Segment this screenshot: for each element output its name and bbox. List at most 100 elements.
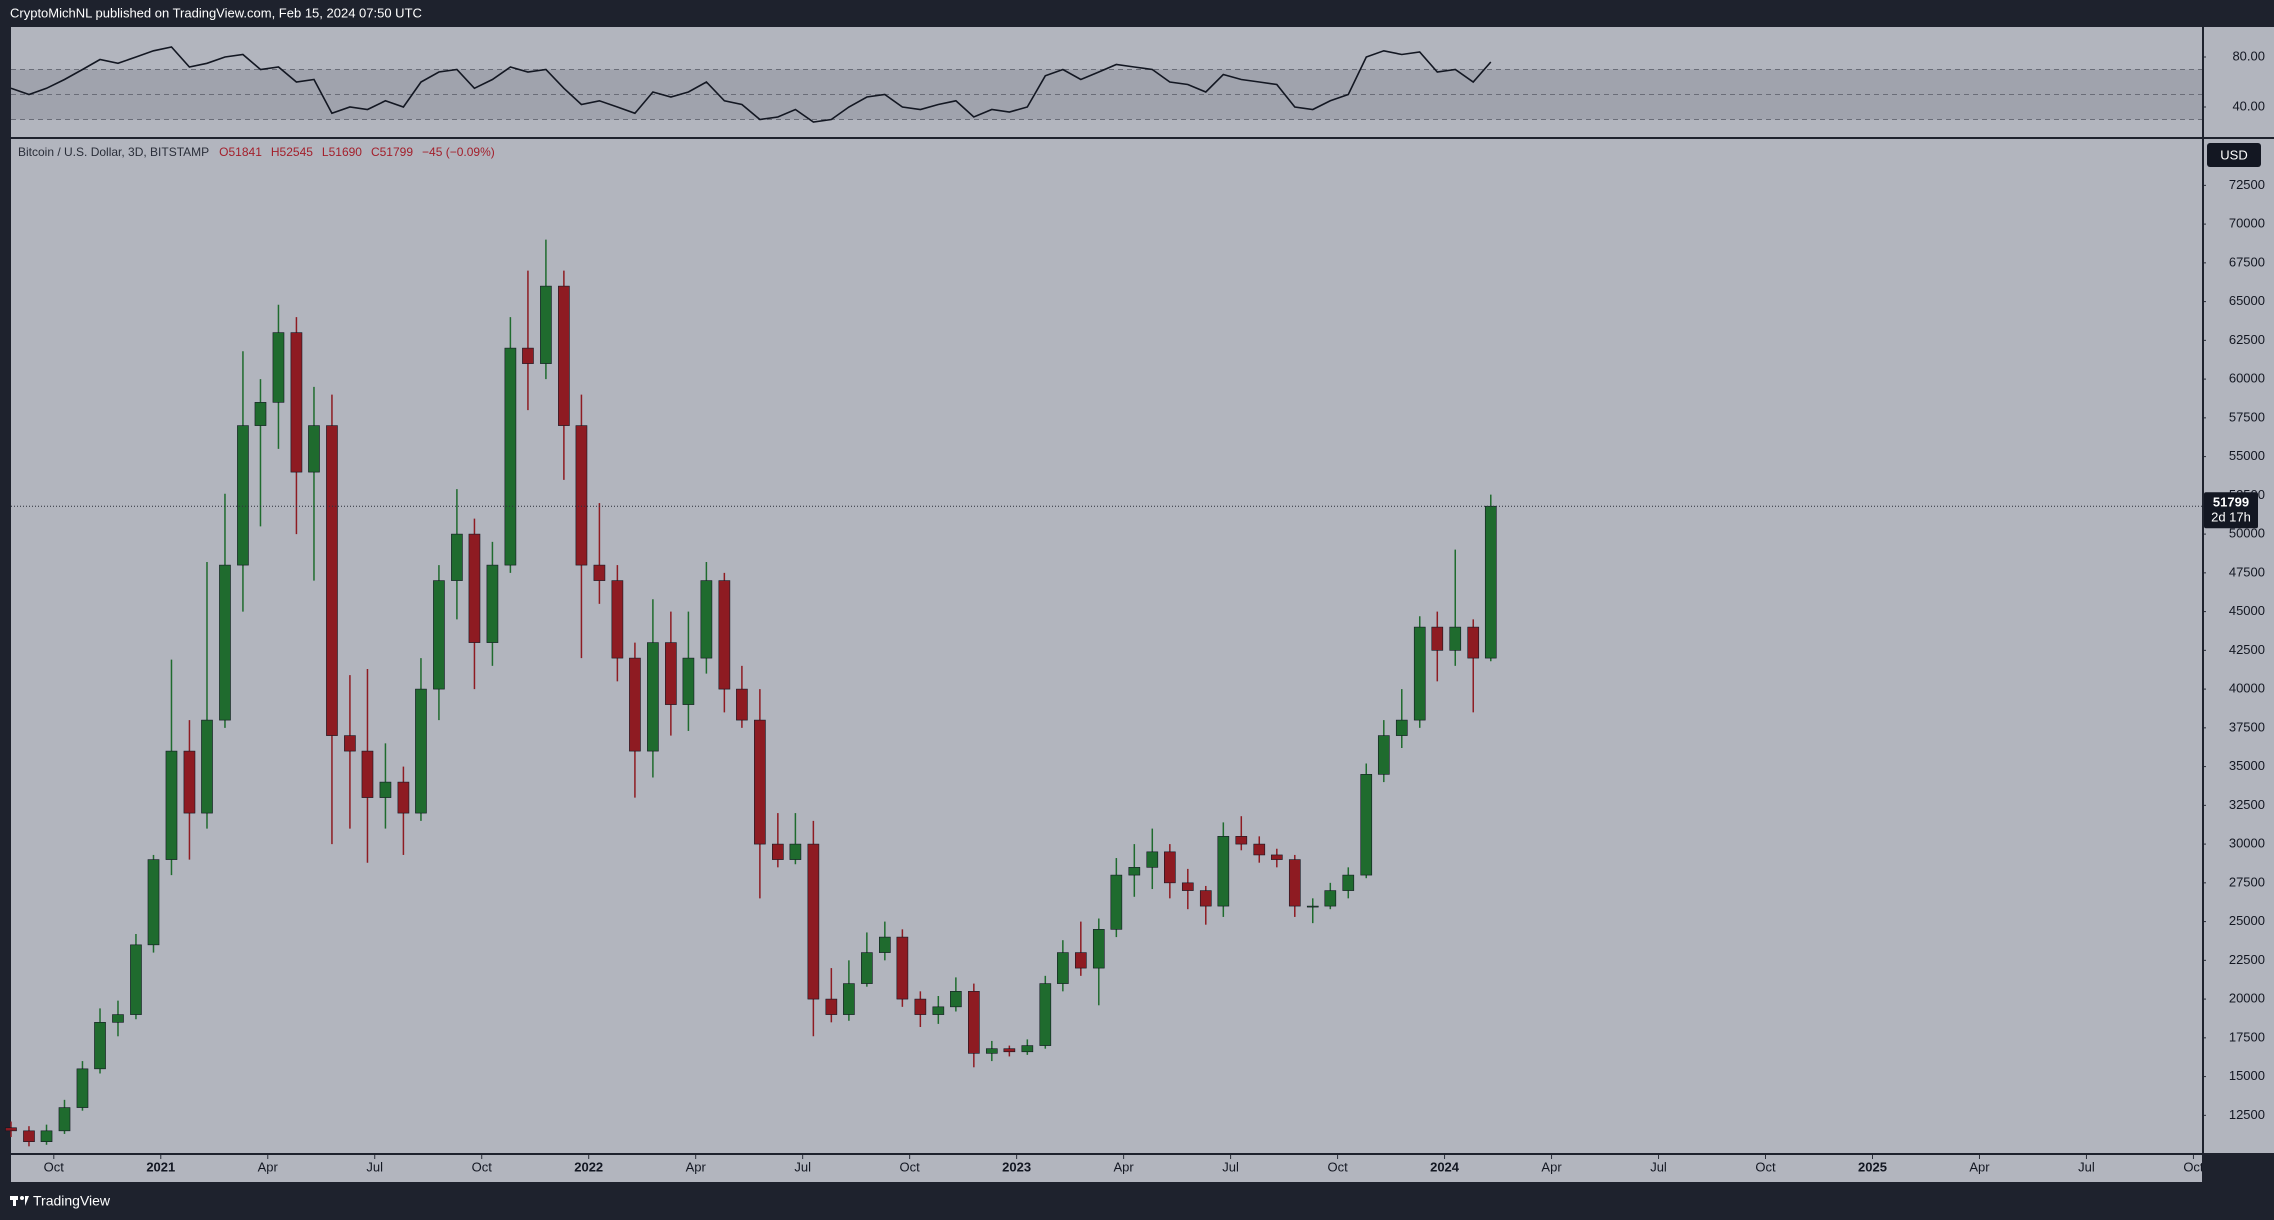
- x-tick-label: Jul: [794, 1159, 811, 1174]
- candle-body: [1467, 626, 1480, 659]
- candle-body: [1484, 505, 1497, 659]
- candle-body: [985, 1048, 998, 1054]
- y-tick-label: 27500: [2229, 874, 2265, 889]
- y-tick-label: 67500: [2229, 254, 2265, 269]
- candle-body: [629, 657, 641, 752]
- y-tick-label: 70000: [2229, 216, 2265, 231]
- candle-body: [1128, 867, 1141, 876]
- y-tick-label: 55000: [2229, 448, 2265, 463]
- candle-body: [611, 580, 624, 659]
- x-tick-label: Apr: [258, 1159, 279, 1174]
- candle-body: [1306, 905, 1319, 908]
- x-tick-label: 2021: [146, 1159, 175, 1174]
- x-tick-label: Apr: [1541, 1159, 1562, 1174]
- footer-brand: TradingView: [33, 1193, 111, 1209]
- y-tick-label: 62500: [2229, 332, 2265, 347]
- candle-body: [1270, 854, 1283, 860]
- legend-title: Bitcoin / U.S. Dollar, 3D, BITSTAMP: [18, 145, 209, 159]
- y-tick-label: 40000: [2229, 681, 2265, 696]
- last-price-label: 51799: [2213, 495, 2249, 510]
- candle-body: [1074, 952, 1087, 969]
- candle-body: [1039, 983, 1052, 1046]
- x-tick-label: Oct: [1327, 1159, 1348, 1174]
- candle-body: [540, 285, 552, 364]
- candle-body: [1324, 890, 1337, 907]
- x-tick-label: 2025: [1858, 1159, 1887, 1174]
- x-tick-label: Apr: [1114, 1159, 1135, 1174]
- candle-body: [451, 533, 463, 581]
- y-tick-label: 15000: [2229, 1068, 2265, 1083]
- candle-body: [76, 1068, 89, 1108]
- candle-body: [1253, 843, 1266, 856]
- candle-body: [58, 1107, 71, 1132]
- candle-body: [718, 580, 731, 690]
- legend-value: H52545: [271, 145, 313, 159]
- candle-body: [1449, 626, 1462, 651]
- candle-body: [183, 750, 196, 814]
- candle-body: [361, 750, 374, 798]
- y-tick-label: 17500: [2229, 1029, 2265, 1044]
- candle-body: [700, 580, 713, 659]
- x-tick-label: 2023: [1002, 1159, 1031, 1174]
- candle-body: [433, 580, 445, 690]
- candle-body: [575, 425, 588, 566]
- y-tick-label: 32500: [2229, 797, 2265, 812]
- y-tick-label: 50000: [2229, 526, 2265, 541]
- time-axis: [11, 1155, 2202, 1182]
- candle-body: [40, 1130, 53, 1142]
- candle-body: [1092, 929, 1105, 969]
- currency-badge: [2207, 143, 2261, 167]
- x-tick-label: Apr: [686, 1159, 707, 1174]
- y-tick-label: 35000: [2229, 758, 2265, 773]
- candle-body: [1235, 836, 1248, 845]
- y-tick-label: 57500: [2229, 409, 2265, 424]
- candle-body: [504, 347, 517, 566]
- candle-body: [397, 781, 410, 814]
- x-tick-label: Jul: [1650, 1159, 1667, 1174]
- candle-body: [825, 998, 838, 1015]
- candle-body: [914, 998, 927, 1015]
- candle-body: [896, 936, 909, 1000]
- candle-body: [468, 533, 481, 643]
- candle-body: [1413, 626, 1426, 721]
- candle-body: [486, 564, 499, 643]
- price-pane: [11, 139, 2202, 1153]
- candle-body: [237, 425, 249, 566]
- legend-value: L51690: [322, 145, 362, 159]
- candle-body: [665, 642, 677, 705]
- y-tick-label: 45000: [2229, 603, 2265, 618]
- rsi-band: [11, 69, 2202, 120]
- y-tick-label: 42500: [2229, 642, 2265, 657]
- candle-body: [415, 688, 427, 814]
- candle-body: [254, 402, 267, 426]
- candle-body: [379, 781, 392, 798]
- candle-body: [308, 425, 320, 473]
- candle-body: [682, 657, 695, 705]
- candle-body: [1431, 626, 1444, 651]
- candle-body: [1057, 952, 1069, 984]
- x-tick-label: Jul: [1222, 1159, 1239, 1174]
- x-tick-label: Oct: [900, 1159, 921, 1174]
- x-tick-label: Jul: [366, 1159, 383, 1174]
- candle-body: [932, 1006, 945, 1015]
- candle-body: [772, 843, 784, 860]
- candle-body: [1021, 1045, 1034, 1053]
- last-price-badge: [2204, 492, 2258, 529]
- candle-body: [1181, 882, 1194, 891]
- candle-body: [1003, 1048, 1016, 1053]
- x-tick-label: Oct: [1755, 1159, 1776, 1174]
- candle-body: [201, 719, 213, 814]
- legend-value: −45 (−0.09%): [422, 145, 495, 159]
- candle-body: [522, 347, 534, 364]
- candle-body: [1146, 851, 1159, 868]
- candle-body: [558, 285, 570, 426]
- candle-body: [843, 983, 855, 1015]
- y-tick-label: 80.00: [2232, 48, 2265, 63]
- x-tick-label: 2022: [574, 1159, 603, 1174]
- candle-body: [968, 991, 980, 1054]
- candle-body: [736, 688, 748, 721]
- candle-body: [1360, 774, 1373, 876]
- candle-body: [950, 991, 962, 1008]
